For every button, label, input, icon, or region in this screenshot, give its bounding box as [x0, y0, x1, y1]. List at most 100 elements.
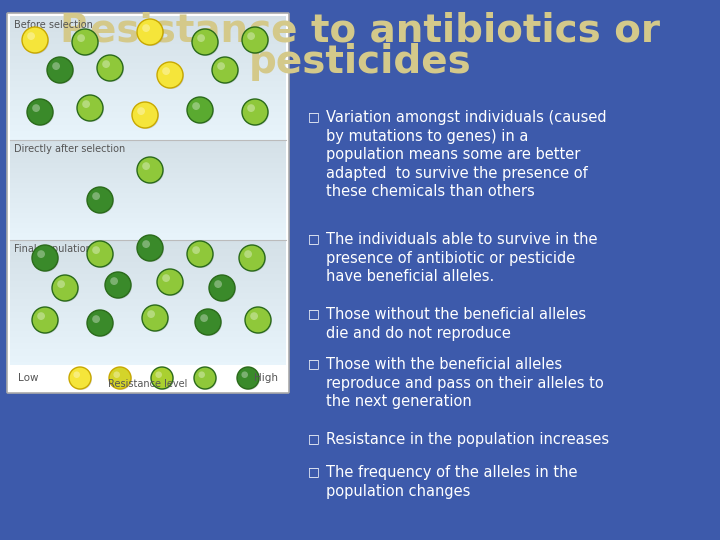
Bar	[10, 222, 286, 225]
Bar	[10, 22, 286, 25]
Circle shape	[188, 98, 214, 124]
Circle shape	[192, 29, 218, 55]
Bar	[10, 109, 286, 112]
Bar	[10, 202, 286, 205]
Circle shape	[143, 306, 169, 332]
Circle shape	[247, 104, 255, 112]
Bar	[10, 318, 286, 321]
Circle shape	[142, 24, 150, 32]
Circle shape	[73, 372, 80, 378]
Bar	[10, 31, 286, 35]
Bar	[10, 177, 286, 180]
Circle shape	[199, 372, 205, 378]
Circle shape	[97, 55, 123, 81]
Circle shape	[27, 32, 35, 40]
Text: Resistance in the population increases: Resistance in the population increases	[326, 432, 609, 447]
FancyBboxPatch shape	[7, 13, 289, 393]
Bar	[10, 361, 286, 365]
Circle shape	[197, 34, 205, 42]
Bar	[10, 96, 286, 100]
Circle shape	[187, 241, 213, 267]
Bar	[10, 53, 286, 56]
Bar	[10, 265, 286, 268]
Circle shape	[212, 57, 238, 83]
Text: The individuals able to survive in the
presence of antibiotic or pesticide
have : The individuals able to survive in the p…	[326, 232, 598, 284]
Bar	[10, 333, 286, 337]
Bar	[10, 296, 286, 299]
Circle shape	[138, 236, 164, 262]
Bar	[10, 84, 286, 87]
Bar	[10, 18, 286, 22]
Circle shape	[87, 310, 113, 336]
Bar	[10, 127, 286, 131]
Circle shape	[92, 192, 100, 200]
Bar	[10, 99, 286, 103]
Circle shape	[53, 62, 60, 70]
Circle shape	[195, 309, 221, 335]
Circle shape	[92, 315, 100, 323]
Circle shape	[239, 245, 265, 271]
Bar	[10, 78, 286, 81]
Bar	[10, 212, 286, 215]
Circle shape	[138, 20, 164, 46]
Bar	[10, 147, 286, 150]
Bar	[10, 324, 286, 327]
Bar	[10, 62, 286, 65]
Bar	[10, 277, 286, 281]
Bar	[10, 139, 286, 143]
Circle shape	[57, 280, 65, 288]
Text: Variation amongst individuals (caused
by mutations to genes) in a
population mea: Variation amongst individuals (caused by…	[326, 110, 607, 199]
Bar	[10, 199, 286, 202]
Bar	[10, 43, 286, 47]
Bar	[10, 68, 286, 72]
Bar	[10, 249, 286, 253]
Circle shape	[137, 157, 163, 183]
Circle shape	[33, 246, 59, 272]
Circle shape	[73, 30, 99, 56]
Circle shape	[247, 32, 255, 40]
Bar	[10, 227, 286, 230]
Circle shape	[82, 100, 90, 108]
Circle shape	[200, 314, 208, 322]
Bar	[10, 34, 286, 38]
Bar	[10, 80, 286, 84]
Bar	[10, 157, 286, 160]
Bar	[10, 258, 286, 262]
Bar	[10, 150, 286, 152]
Circle shape	[53, 276, 79, 302]
Text: Those without the beneficial alleles
die and do not reproduce: Those without the beneficial alleles die…	[326, 307, 586, 341]
Circle shape	[105, 272, 131, 298]
Circle shape	[27, 99, 53, 125]
Text: pesticides: pesticides	[248, 43, 472, 81]
Bar	[10, 271, 286, 274]
Bar	[10, 56, 286, 59]
Bar	[10, 237, 286, 240]
Circle shape	[142, 162, 150, 170]
Bar	[10, 75, 286, 78]
Circle shape	[23, 28, 49, 54]
Bar	[10, 152, 286, 155]
Bar	[10, 130, 286, 134]
Circle shape	[98, 56, 124, 82]
Circle shape	[238, 368, 260, 390]
Bar	[10, 137, 286, 140]
Circle shape	[158, 270, 184, 296]
Circle shape	[88, 311, 114, 337]
Text: Resistance to antibiotics or: Resistance to antibiotics or	[60, 11, 660, 49]
Bar	[10, 274, 286, 278]
Bar	[10, 346, 286, 349]
Text: □: □	[308, 432, 320, 445]
Circle shape	[187, 97, 213, 123]
Bar	[10, 16, 286, 19]
Circle shape	[133, 103, 159, 129]
Bar	[10, 192, 286, 195]
Circle shape	[213, 58, 239, 84]
Bar	[10, 286, 286, 290]
Bar	[10, 185, 286, 187]
Bar	[10, 232, 286, 235]
Bar	[10, 154, 286, 158]
Circle shape	[88, 242, 114, 268]
Bar	[10, 93, 286, 97]
Bar	[10, 71, 286, 75]
Circle shape	[137, 235, 163, 261]
